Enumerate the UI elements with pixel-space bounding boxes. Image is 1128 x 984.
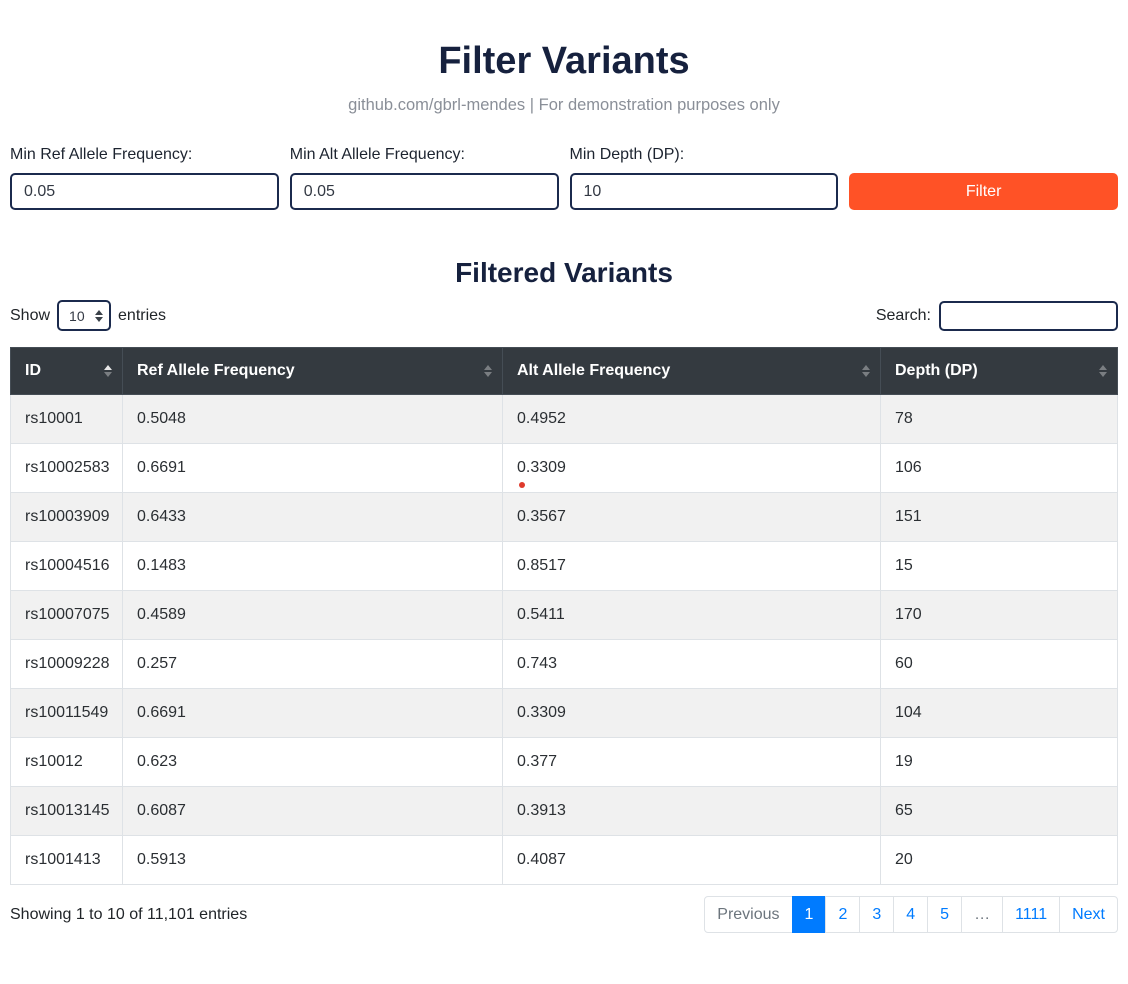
sort-icon	[862, 365, 870, 377]
pagination-ellipsis: …	[961, 896, 1004, 933]
filter-button-field: Filter	[849, 145, 1118, 210]
cell-ref: 0.6691	[122, 688, 503, 738]
cell-ref: 0.6433	[122, 492, 503, 542]
filtered-variants-title: Filtered Variants	[455, 257, 673, 288]
cell-ref: 0.6691	[122, 443, 503, 493]
min-alt-allele-frequency-label: Min Alt Allele Frequency:	[289, 146, 465, 163]
cell-ref: 0.1483	[122, 541, 503, 591]
pagination-page-5[interactable]: 5	[927, 896, 963, 933]
page-length-control: Show 10 entries	[10, 300, 166, 331]
cell-id: rs10007075	[10, 590, 123, 640]
cell-depth: 78	[880, 394, 1118, 444]
cell-alt: 0.4952	[502, 394, 881, 444]
table-footer: Showing 1 to 10 of 11,101 entries Previo…	[10, 896, 1118, 933]
table-row: rs10009228 0.257 0.743 60	[10, 639, 1118, 689]
sort-icon	[104, 365, 112, 377]
search-control: Search:	[875, 300, 1118, 331]
table-row: rs10007075 0.4589 0.5411 170	[10, 590, 1118, 640]
page-length-select-wrap: 10	[57, 300, 112, 331]
cell-id: rs1001413	[10, 835, 123, 885]
cell-alt: 0.4087	[502, 835, 881, 885]
cell-depth: 106	[880, 443, 1118, 493]
cell-ref: 0.623	[122, 737, 503, 787]
click-marker-dot	[519, 482, 525, 488]
table-body: rs10001 0.5048 0.4952 78 rs10002583 0.66…	[10, 394, 1118, 885]
pagination-next[interactable]: Next	[1059, 896, 1118, 933]
page-subtitle: github.com/gbrl-mendes | For demonstrati…	[348, 96, 780, 114]
column-header-id[interactable]: ID	[10, 347, 123, 395]
min-depth-label: Min Depth (DP):	[569, 146, 685, 163]
entries-info: Showing 1 to 10 of 11,101 entries	[10, 905, 248, 923]
cell-ref: 0.6087	[122, 786, 503, 836]
table-row: rs10011549 0.6691 0.3309 104	[10, 688, 1118, 738]
sort-icon	[484, 365, 492, 377]
cell-depth: 60	[880, 639, 1118, 689]
cell-depth: 104	[880, 688, 1118, 738]
cell-alt: 0.5411	[502, 590, 881, 640]
search-label: Search:	[875, 306, 931, 324]
min-alt-allele-frequency-input[interactable]	[289, 173, 559, 210]
cell-ref: 0.5913	[122, 835, 503, 885]
pagination-previous[interactable]: Previous	[704, 896, 793, 933]
cell-alt: 0.3309	[502, 688, 881, 738]
min-ref-allele-frequency-input[interactable]	[10, 173, 279, 210]
min-ref-allele-frequency-label: Min Ref Allele Frequency:	[10, 146, 193, 163]
cell-alt: 0.3913	[502, 786, 881, 836]
cell-alt: 0.377	[502, 737, 881, 787]
cell-alt: 0.3567	[502, 492, 881, 542]
table-row: rs10003909 0.6433 0.3567 151	[10, 492, 1118, 542]
cell-id: rs10001	[10, 394, 123, 444]
pagination-page-last[interactable]: 1111	[1002, 896, 1061, 933]
cell-depth: 15	[880, 541, 1118, 591]
min-depth-field: Min Depth (DP):	[569, 145, 839, 210]
cell-alt: 0.8517	[502, 541, 881, 591]
pagination: Previous 1 2 3 4 5 … 1111 Next	[704, 896, 1118, 933]
entries-label: entries	[118, 306, 167, 324]
pagination-page-3[interactable]: 3	[859, 896, 895, 933]
cell-id: rs10013145	[10, 786, 123, 836]
cell-depth: 65	[880, 786, 1118, 836]
table-controls: Show 10 entries Search:	[10, 300, 1118, 331]
table-row: rs10001 0.5048 0.4952 78	[10, 394, 1118, 444]
cell-id: rs10011549	[10, 688, 123, 738]
cell-depth: 20	[880, 835, 1118, 885]
filter-button[interactable]: Filter	[849, 173, 1118, 210]
table-row: rs10002583 0.6691 0.3309 106	[10, 443, 1118, 493]
cell-alt: 0.743	[502, 639, 881, 689]
cell-ref: 0.4589	[122, 590, 503, 640]
column-header-ref-allele-frequency[interactable]: Ref Allele Frequency	[122, 347, 503, 395]
show-label: Show	[10, 306, 51, 324]
cell-depth: 151	[880, 492, 1118, 542]
min-ref-allele-frequency-field: Min Ref Allele Frequency:	[10, 145, 279, 210]
column-header-alt-allele-frequency[interactable]: Alt Allele Frequency	[502, 347, 881, 395]
table-row: rs10004516 0.1483 0.8517 15	[10, 541, 1118, 591]
cell-ref: 0.257	[122, 639, 503, 689]
min-depth-input[interactable]	[569, 173, 839, 210]
table-row: rs1001413 0.5913 0.4087 20	[10, 835, 1118, 885]
cell-ref: 0.5048	[122, 394, 503, 444]
min-alt-allele-frequency-field: Min Alt Allele Frequency:	[289, 145, 559, 210]
cell-id: rs10003909	[10, 492, 123, 542]
cell-depth: 170	[880, 590, 1118, 640]
variants-table: ID Ref Allele Frequency Alt Allele Frequ…	[10, 347, 1118, 885]
cell-id: rs10004516	[10, 541, 123, 591]
table-row: rs10013145 0.6087 0.3913 65	[10, 786, 1118, 836]
cell-alt: 0.3309	[502, 443, 881, 493]
cell-id: rs10012	[10, 737, 123, 787]
pagination-page-4[interactable]: 4	[893, 896, 929, 933]
table-header: ID Ref Allele Frequency Alt Allele Frequ…	[10, 347, 1118, 395]
page-title: Filter Variants	[438, 40, 690, 82]
search-input[interactable]	[939, 300, 1118, 331]
cell-id: rs10002583	[10, 443, 123, 493]
page: Filter Variants github.com/gbrl-mendes |…	[0, 38, 1128, 933]
cell-depth: 19	[880, 737, 1118, 787]
table-row: rs10012 0.623 0.377 19	[10, 737, 1118, 787]
pagination-page-1[interactable]: 1	[791, 896, 827, 933]
page-length-select[interactable]: 10	[57, 300, 112, 331]
cell-id: rs10009228	[10, 639, 123, 689]
pagination-page-2[interactable]: 2	[825, 896, 861, 933]
column-header-depth[interactable]: Depth (DP)	[880, 347, 1118, 395]
sort-icon	[1099, 365, 1107, 377]
filter-bar: Min Ref Allele Frequency: Min Alt Allele…	[10, 145, 1118, 210]
